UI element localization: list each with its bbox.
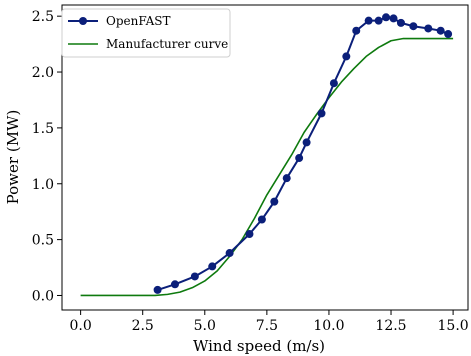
data-point-openfast: [444, 30, 453, 39]
series-line-openfast: [157, 16, 449, 291]
series-layer: [80, 13, 454, 297]
x-tick-label: 12.5: [375, 318, 406, 334]
x-axis-label: Wind speed (m/s): [193, 337, 325, 355]
y-tick-label: 2.5: [32, 9, 54, 25]
y-tick-label: 0.5: [32, 233, 54, 249]
y-axis-label: Power (MW): [4, 110, 22, 205]
data-point-openfast: [257, 215, 266, 224]
data-point-openfast: [374, 16, 383, 25]
series-line-manufacturer-curve: [80, 37, 454, 297]
y-tick-label: 2.0: [32, 65, 54, 81]
x-tick-label: 2.5: [132, 318, 154, 334]
data-point-openfast: [329, 79, 338, 88]
data-point-openfast: [282, 174, 291, 183]
data-point-openfast: [302, 138, 311, 147]
legend-label-openfast: OpenFAST: [106, 14, 171, 28]
data-point-openfast: [190, 272, 199, 281]
x-tick-label: 5.0: [194, 318, 216, 334]
x-tick-label: 7.5: [256, 318, 278, 334]
data-point-openfast: [424, 24, 433, 33]
y-tick-label: 0.0: [32, 288, 54, 304]
data-point-openfast: [352, 26, 361, 35]
x-axis: 0.0 2.5 5.0 7.5 10.0 12.5 15.0: [69, 310, 469, 334]
data-point-openfast: [396, 18, 405, 27]
legend: OpenFAST Manufacturer curve: [61, 8, 231, 58]
data-point-openfast: [364, 16, 373, 25]
legend-label-manufacturer: Manufacturer curve: [106, 37, 228, 51]
legend-box: [61, 8, 231, 58]
data-point-openfast: [245, 230, 254, 239]
x-tick-label: 15.0: [438, 318, 469, 334]
y-tick-label: 1.0: [32, 177, 54, 193]
data-point-openfast: [153, 285, 162, 294]
x-tick-label: 0.0: [69, 318, 91, 334]
y-tick-label: 1.5: [32, 121, 54, 137]
data-point-openfast: [409, 22, 418, 31]
legend-marker-openfast: [79, 17, 87, 25]
x-tick-label: 10.0: [313, 318, 344, 334]
plot-frame: [61, 4, 469, 311]
data-point-openfast: [382, 13, 391, 22]
data-point-openfast: [342, 52, 351, 61]
data-point-openfast: [436, 26, 445, 35]
data-point-openfast: [225, 249, 234, 258]
data-point-openfast: [317, 109, 326, 118]
y-axis: 0.0 0.5 1.0 1.5 2.0 2.5: [32, 9, 62, 304]
data-point-openfast: [170, 280, 179, 289]
data-point-openfast: [389, 14, 398, 23]
data-point-openfast: [270, 197, 279, 206]
data-point-openfast: [295, 154, 304, 163]
data-point-openfast: [208, 262, 217, 271]
